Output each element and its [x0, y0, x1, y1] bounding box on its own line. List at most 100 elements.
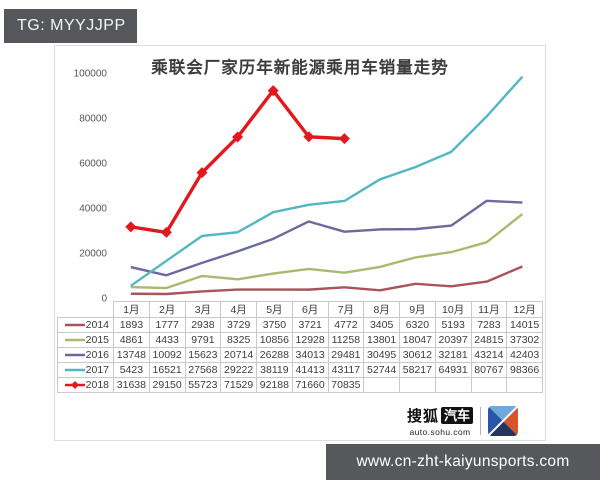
month-header-cell: 8月: [363, 301, 400, 318]
value-cell-2018-1月: 31638: [113, 377, 150, 393]
sohu-brand-text: 搜狐: [407, 408, 440, 425]
tg-badge: TG: MYYJJPP: [4, 9, 137, 43]
series-line-2018: [130, 88, 345, 235]
sohu-pinwheel-icon: [488, 406, 519, 436]
value-cell-2014-3月: 2938: [184, 317, 222, 333]
y-axis-tick-label: 0: [101, 294, 107, 305]
table-row-2014: 2014 1893 1777 2938 3729 3750 3721 4772 3405 6320…: [57, 317, 543, 333]
value-cell-2015-2月: 4433: [148, 332, 186, 348]
month-header-cell: 7月: [327, 301, 365, 318]
value-cell-2018-9月: [399, 377, 436, 393]
month-header-cell: 5月: [256, 301, 293, 318]
legend-cell-2018: 2018: [57, 377, 114, 393]
legend-line-icon: [64, 368, 85, 372]
value-cell-2015-7月: 11258: [327, 332, 365, 348]
value-cell-2016-5月: 26288: [256, 347, 293, 363]
value-cell-2015-10月: 20397: [434, 332, 472, 348]
value-cell-2017-6月: 41413: [291, 362, 329, 378]
value-cell-2015-12月: 37302: [506, 332, 543, 348]
value-cell-2017-8月: 52744: [363, 362, 400, 378]
legend-line-icon: [64, 381, 85, 389]
value-cell-2015-4月: 8325: [220, 332, 257, 348]
table-header-row: 1月 2月 3月 4月 5月 6月 7月 8月 9月 10月 11月 12月: [58, 301, 543, 318]
diamond-marker-2018: [267, 85, 279, 97]
table-row-2016: 2016 13748 10092 15623 20714 26288 34013 29481 3…: [57, 347, 543, 363]
value-cell-2017-5月: 38119: [256, 362, 293, 378]
value-cell-2015-8月: 13801: [363, 332, 400, 348]
value-cell-2018-3月: 55723: [184, 377, 222, 393]
legend-line-icon: [64, 323, 85, 327]
value-cell-2016-3月: 15623: [184, 347, 222, 363]
table-row-2015: 2015 4861 4433 9791 8325 10856 12928 11258 13801…: [57, 332, 543, 348]
legend-year-label: 2018: [85, 379, 109, 391]
month-header-cell: 10月: [434, 301, 472, 318]
value-cell-2014-2月: 1777: [148, 317, 186, 333]
value-cell-2016-9月: 30612: [399, 347, 436, 363]
y-axis-tick-label: 100000: [74, 69, 108, 80]
diamond-marker-2018: [196, 167, 208, 179]
sales-data-table: 1月 2月 3月 4月 5月 6月 7月 8月 9月 10月 11月 12月 2014 1893 1777 2…: [57, 301, 543, 393]
value-cell-2018-11月: [470, 377, 508, 393]
value-cell-2016-6月: 34013: [291, 347, 329, 363]
value-cell-2014-6月: 3721: [291, 317, 329, 333]
value-cell-2017-10月: 64931: [434, 362, 472, 378]
value-cell-2018-2月: 29150: [148, 377, 186, 393]
value-cell-2018-6月: 71660: [291, 377, 329, 393]
value-cell-2017-12月: 98366: [506, 362, 543, 378]
value-cell-2014-1月: 1893: [113, 317, 150, 333]
legend-cell-2017: 2017: [57, 362, 114, 378]
value-cell-2018-10月: [434, 377, 472, 393]
table-row-2018: 2018 31638 29150 55723 71529 92188 71660 70835: [57, 377, 543, 393]
month-header-cell: 3月: [184, 301, 222, 318]
month-header-cell: 11月: [470, 301, 508, 318]
diamond-marker-2018: [232, 131, 244, 143]
legend-cell-2015: 2015: [57, 332, 114, 348]
legend-year-label: 2017: [85, 364, 109, 376]
value-cell-2018-7月: 70835: [327, 377, 365, 393]
value-cell-2018-4月: 71529: [220, 377, 257, 393]
series-line-2015: [130, 213, 524, 290]
value-cell-2014-11月: 7283: [470, 317, 508, 333]
month-header-cell: 9月: [399, 301, 436, 318]
watermark-url: www.cn-zht-kaiyunsports.com: [326, 444, 600, 480]
series-line-2017: [130, 75, 524, 287]
value-cell-2015-5月: 10856: [256, 332, 293, 348]
value-cell-2014-9月: 6320: [399, 317, 436, 333]
value-cell-2014-5月: 3750: [256, 317, 293, 333]
value-cell-2015-1月: 4861: [113, 332, 150, 348]
y-axis-tick-label: 40000: [79, 204, 107, 215]
value-cell-2017-7月: 43117: [327, 362, 365, 378]
month-header-cell: 2月: [148, 301, 186, 318]
series-line-2014: [130, 265, 523, 296]
diamond-marker-2018: [125, 221, 137, 233]
diamond-marker-2018: [160, 226, 172, 238]
legend-line-icon: [64, 338, 85, 342]
sohu-domain-text: auto.sohu.com: [409, 427, 471, 437]
legend-year-label: 2014: [85, 319, 109, 331]
logo-divider: [480, 407, 482, 435]
value-cell-2015-11月: 24815: [470, 332, 508, 348]
chart-title: 乘联会厂家历年新能源乘用车销量走势: [151, 59, 449, 77]
value-cell-2018-8月: [363, 377, 400, 393]
month-header-cell: 12月: [506, 301, 543, 318]
value-cell-2016-12月: 42403: [506, 347, 543, 363]
value-cell-2017-4月: 29222: [220, 362, 257, 378]
value-cell-2016-11月: 43214: [470, 347, 508, 363]
value-cell-2016-7月: 29481: [327, 347, 365, 363]
value-cell-2018-12月: [506, 377, 543, 393]
legend-year-label: 2015: [85, 334, 109, 346]
diamond-marker-2018: [338, 133, 350, 145]
series-line-2016: [130, 199, 523, 277]
value-cell-2017-9月: 58217: [399, 362, 436, 378]
value-cell-2016-4月: 20714: [220, 347, 257, 363]
diamond-marker-2018: [303, 131, 315, 143]
value-cell-2017-3月: 27568: [184, 362, 222, 378]
sohu-auto-text: 汽车: [441, 407, 474, 424]
legend-cell-2014: 2014: [57, 317, 114, 333]
sohu-logo-text: 搜狐 汽车 auto.sohu.com: [407, 405, 474, 437]
value-cell-2014-12月: 14015: [506, 317, 543, 333]
value-cell-2017-2月: 16521: [148, 362, 186, 378]
legend-line-icon: [64, 353, 85, 357]
sohu-auto-logo: 搜狐 汽车 auto.sohu.com: [407, 403, 519, 439]
